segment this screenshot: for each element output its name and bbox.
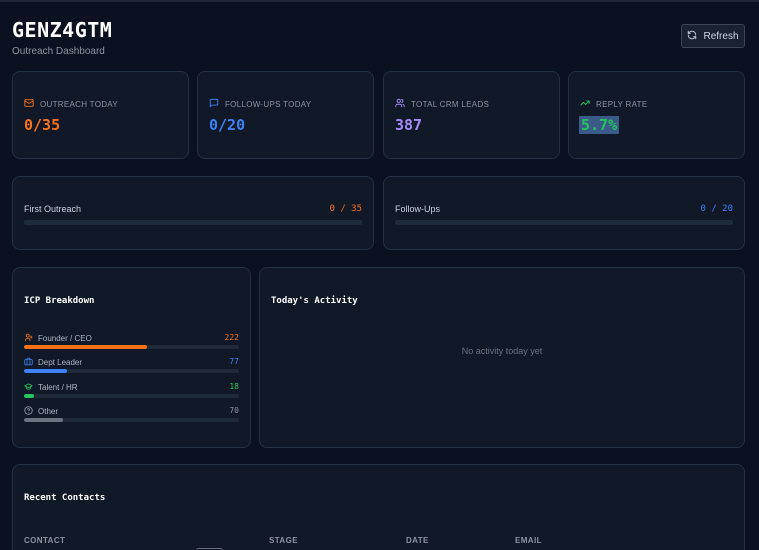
icp-row-founder: Founder / CEO 222 <box>24 333 239 355</box>
trending-up-icon <box>580 98 590 110</box>
stat-value: 387 <box>395 116 423 134</box>
activity-card: Today's Activity No activity today yet <box>259 267 745 448</box>
recent-contacts-card: Recent Contacts CONTACT STAGE DATE EMAIL <box>12 464 745 550</box>
graduation-cap-icon <box>24 382 33 393</box>
icp-track <box>24 345 239 349</box>
stat-value: 5.7% <box>579 116 620 134</box>
stat-card-outreach: OUTREACH TODAY 0/35 <box>12 71 189 159</box>
section-title: Today's Activity <box>271 296 358 306</box>
column-header-stage[interactable]: STAGE <box>269 536 298 545</box>
icp-count: 222 <box>224 333 239 342</box>
users-icon <box>395 98 405 110</box>
activity-empty-text: No activity today yet <box>461 346 543 356</box>
stat-label: TOTAL CRM LEADS <box>411 99 490 109</box>
section-title: Recent Contacts <box>24 493 106 503</box>
icp-count: 70 <box>229 406 239 415</box>
progress-value: 0 / 20 <box>700 204 733 214</box>
refresh-label: Refresh <box>703 30 739 42</box>
column-header-email[interactable]: EMAIL <box>515 536 542 545</box>
icp-fill <box>24 418 63 422</box>
progress-card-first-outreach: First Outreach 0 / 35 <box>12 176 374 250</box>
briefcase-icon <box>24 357 33 368</box>
section-title: ICP Breakdown <box>24 296 95 306</box>
icp-fill <box>24 345 148 349</box>
page-header: GENZ4GTM Outreach Dashboard <box>12 18 112 57</box>
icp-fill <box>24 394 34 398</box>
stat-card-crm-leads: TOTAL CRM LEADS 387 <box>383 71 560 159</box>
icp-row-talent-hr: Talent / HR 18 <box>24 382 239 404</box>
column-header-contact[interactable]: CONTACT <box>24 536 66 545</box>
icp-track <box>24 394 239 398</box>
icp-label: Other <box>38 407 59 416</box>
progress-track <box>395 220 733 225</box>
stat-value: 0/35 <box>24 116 61 134</box>
icp-row-dept-leader: Dept Leader 77 <box>24 357 239 379</box>
stat-label: REPLY RATE <box>596 99 648 109</box>
icp-count: 77 <box>229 357 239 366</box>
stat-card-follow-ups: FOLLOW-UPS TODAY 0/20 <box>197 71 374 159</box>
icp-label: Dept Leader <box>38 358 83 367</box>
icp-label: Talent / HR <box>38 383 78 392</box>
icp-fill <box>24 369 67 373</box>
message-square-icon <box>209 98 219 110</box>
stat-label: OUTREACH TODAY <box>40 99 118 109</box>
app-subtitle: Outreach Dashboard <box>12 46 105 57</box>
bottom-handle[interactable] <box>196 548 223 550</box>
user-icon <box>24 333 33 344</box>
mail-icon <box>24 98 34 110</box>
progress-label: First Outreach <box>24 204 82 214</box>
app-title: GENZ4GTM <box>12 18 113 42</box>
progress-label: Follow-Ups <box>395 204 441 214</box>
refresh-button[interactable]: Refresh <box>681 24 745 48</box>
help-circle-icon <box>24 406 33 417</box>
progress-track <box>24 220 362 225</box>
progress-card-follow-ups: Follow-Ups 0 / 20 <box>383 176 745 250</box>
stat-label: FOLLOW-UPS TODAY <box>225 99 312 109</box>
progress-value: 0 / 35 <box>329 204 362 214</box>
icp-breakdown-card: ICP Breakdown Founder / CEO 222 Dept Lea… <box>12 267 251 448</box>
stat-value: 0/20 <box>209 116 246 134</box>
icp-label: Founder / CEO <box>38 334 92 343</box>
refresh-icon <box>687 30 697 43</box>
column-header-date[interactable]: DATE <box>406 536 429 545</box>
icp-track <box>24 369 239 373</box>
icp-count: 18 <box>229 382 239 391</box>
stat-card-reply-rate: REPLY RATE 5.7% <box>568 71 745 159</box>
icp-row-other: Other 70 <box>24 406 239 428</box>
icp-track <box>24 418 239 422</box>
